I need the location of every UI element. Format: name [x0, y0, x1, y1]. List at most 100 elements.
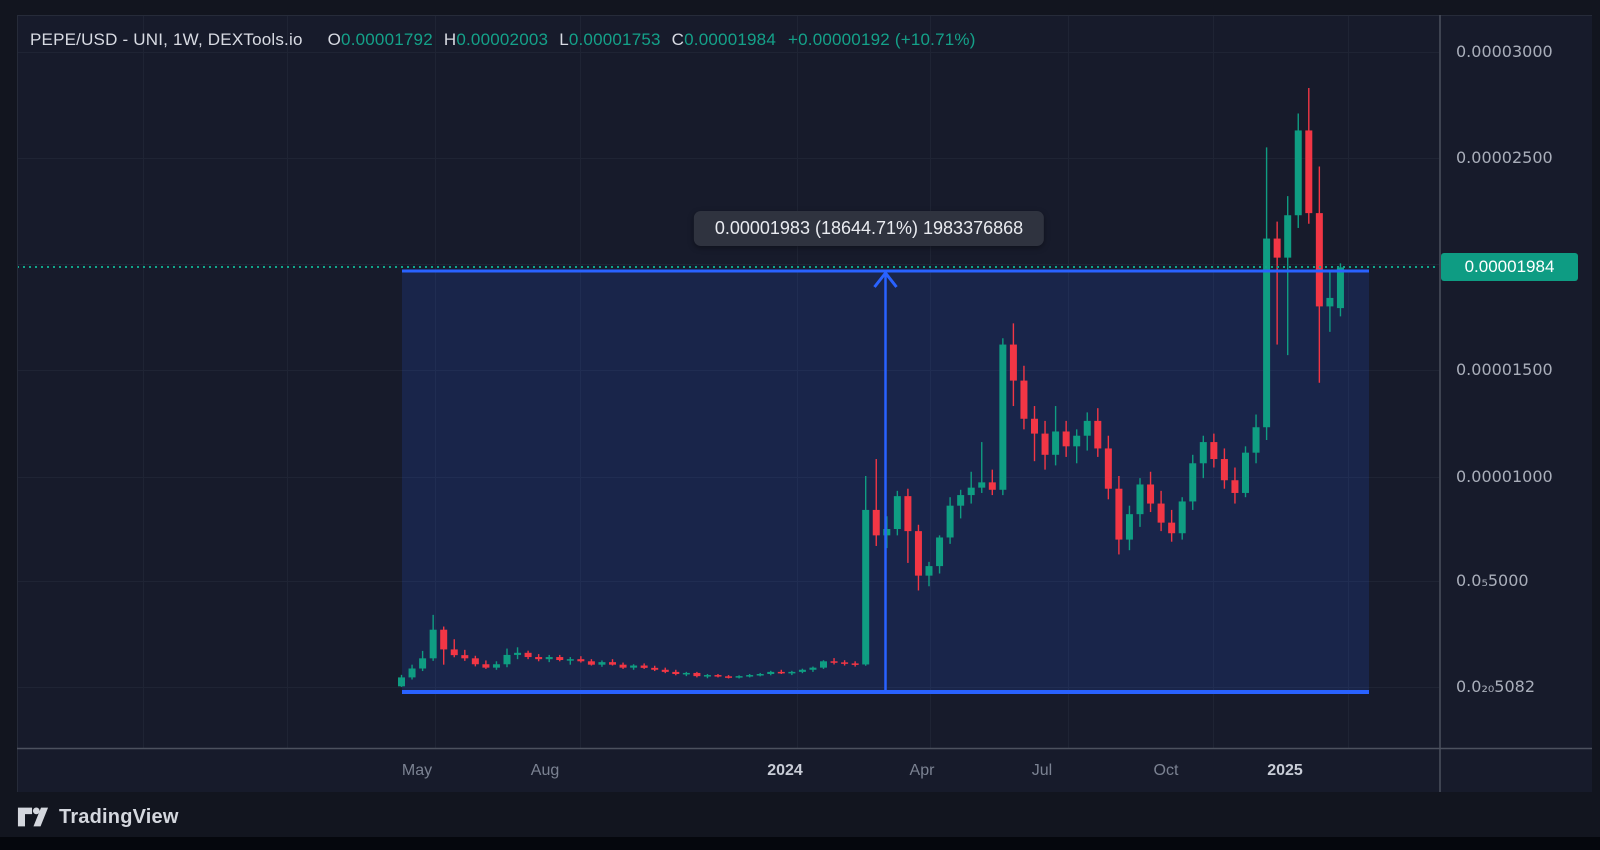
- candle-body: [767, 671, 775, 675]
- candle: [651, 665, 659, 672]
- tradingview-label: TradingView: [59, 805, 179, 828]
- candle-body: [408, 668, 416, 678]
- candle: [1062, 420, 1070, 457]
- candle: [408, 664, 416, 680]
- candle: [1125, 505, 1133, 551]
- candle-body: [851, 663, 859, 665]
- candle-body: [1136, 484, 1144, 515]
- candle-body: [798, 669, 806, 672]
- price-axis-label: 0.00002500: [1456, 148, 1553, 167]
- candle: [630, 664, 638, 670]
- candle: [1157, 490, 1165, 532]
- ohlc-letter: L: [559, 30, 569, 49]
- candle-body: [1115, 488, 1123, 540]
- candle: [619, 662, 627, 669]
- candle-body: [461, 655, 469, 659]
- time-axis-label: Oct: [1153, 762, 1179, 779]
- candle: [1073, 429, 1081, 464]
- ohlc-value: 0.00001984: [684, 30, 776, 49]
- price-axis-label: 0.00001000: [1456, 467, 1553, 486]
- candle-body: [714, 675, 722, 677]
- candle-body: [988, 482, 996, 490]
- candle: [767, 670, 775, 676]
- candle-body: [577, 659, 585, 662]
- price-axis-label: 0.0₅5000: [1456, 571, 1529, 590]
- candle-body: [809, 667, 817, 670]
- candle: [735, 675, 743, 679]
- candle: [1273, 221, 1281, 345]
- candle-body: [1189, 463, 1197, 502]
- candle: [450, 639, 458, 658]
- candle-body: [957, 495, 965, 506]
- symbol-title: PEPE/USD - UNI, 1W, DEXTools.io: [30, 30, 303, 49]
- candle-body: [777, 671, 785, 674]
- candle-body: [872, 509, 880, 536]
- candle: [1147, 471, 1155, 513]
- candle: [482, 660, 490, 669]
- candle: [492, 661, 500, 670]
- candle: [1041, 420, 1049, 470]
- candle-body: [862, 509, 870, 665]
- candle: [904, 488, 912, 563]
- candle-body: [703, 675, 711, 677]
- candle: [1220, 448, 1228, 489]
- tradingview-logo-icon: [17, 807, 49, 827]
- time-axis-label: Apr: [909, 762, 935, 779]
- price-axis-label: 0.00001500: [1456, 360, 1553, 379]
- candle-body: [1284, 215, 1292, 258]
- candle-body: [651, 667, 659, 670]
- candle: [661, 667, 669, 674]
- candle-body: [1147, 484, 1155, 504]
- candle: [893, 490, 901, 536]
- tradingview-attribution[interactable]: TradingView: [17, 801, 179, 833]
- candle: [598, 660, 606, 667]
- candle-body: [1041, 433, 1049, 455]
- candle: [1168, 509, 1176, 542]
- time-axis-label: Aug: [530, 762, 560, 779]
- candle-body: [830, 661, 838, 663]
- candle: [809, 666, 817, 672]
- candle: [609, 659, 616, 666]
- candle-body: [471, 658, 479, 665]
- ohlc-letter: O: [327, 30, 342, 49]
- candle-body: [1220, 459, 1228, 481]
- candle: [556, 654, 564, 662]
- candle: [587, 659, 595, 666]
- price-axis-label: 0.00003000: [1456, 42, 1553, 61]
- candle: [440, 626, 448, 665]
- candle: [398, 674, 405, 687]
- candle: [1009, 323, 1017, 407]
- candle-body: [1125, 514, 1133, 540]
- candle-body: [630, 665, 638, 668]
- candle: [1083, 412, 1091, 451]
- up-arrow-icon: [873, 270, 898, 288]
- candle: [1294, 113, 1302, 228]
- candle-body: [914, 531, 922, 576]
- candle-body: [566, 659, 574, 661]
- candle-body: [1168, 522, 1176, 534]
- time-axis-label: 2025: [1267, 762, 1303, 779]
- candle: [851, 661, 859, 667]
- ohlc-letter: H: [443, 30, 457, 49]
- candle-body: [1157, 503, 1165, 523]
- candle-body: [1031, 418, 1038, 434]
- candle-body: [1104, 448, 1112, 489]
- candle: [1242, 446, 1249, 498]
- candle-body: [1210, 442, 1218, 460]
- candle-body: [609, 662, 616, 665]
- candle: [999, 338, 1007, 496]
- candle-body: [672, 671, 680, 675]
- candle-body: [1315, 213, 1323, 307]
- time-axis-label: 2024: [767, 762, 803, 779]
- candle: [830, 658, 838, 665]
- candle: [788, 670, 796, 676]
- candle: [1284, 196, 1292, 356]
- candle-body: [682, 672, 690, 675]
- candle: [1094, 408, 1102, 457]
- candle: [1178, 497, 1186, 540]
- candle-body: [450, 649, 458, 656]
- ohlc-value: 0.00001792: [341, 30, 433, 49]
- candle-body: [1094, 420, 1102, 449]
- candle-body: [967, 487, 975, 496]
